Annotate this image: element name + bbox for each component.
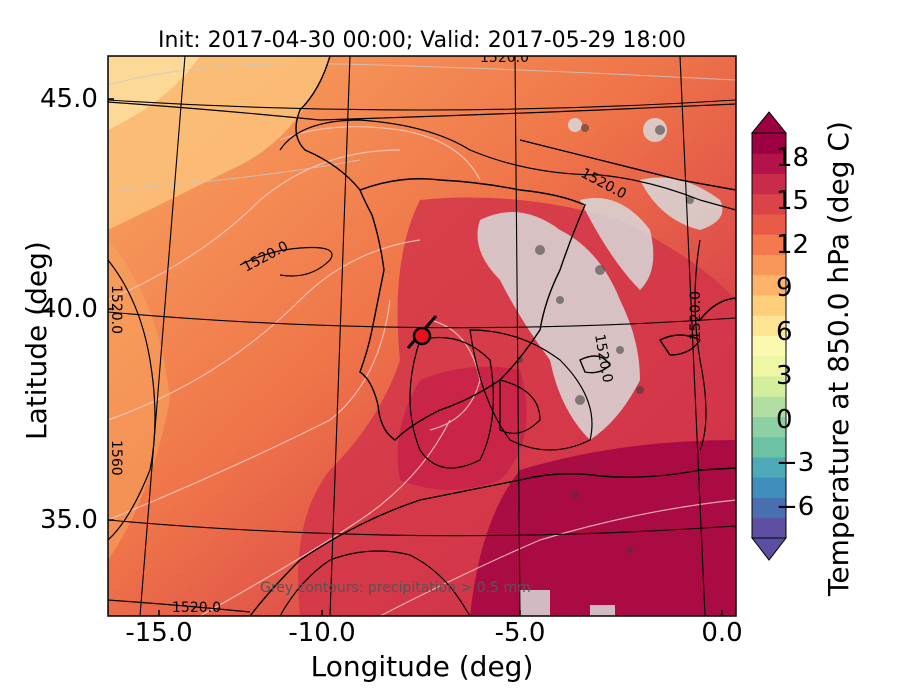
colorbar-tick-label: 0	[776, 405, 793, 435]
colorbar-tick-label: −3	[776, 448, 815, 478]
colorbar-band	[752, 173, 786, 195]
colorbar-band	[752, 497, 786, 519]
precip-annotation: Grey contours: precipitation > 0.5 mm	[260, 580, 531, 596]
y-tick-marks	[108, 98, 114, 521]
coolest-region	[108, 56, 200, 130]
colorbar-band	[752, 153, 786, 174]
temperature-contours	[108, 126, 736, 616]
colorbar-tick-label: 15	[776, 186, 810, 216]
contour-label-bottom: 1520.0	[172, 600, 221, 616]
colorbar-tick-label: 18	[776, 143, 810, 173]
warm-region-interior	[397, 366, 527, 490]
geopotential-contours-black	[108, 101, 736, 616]
x-tick-label: -5.0	[494, 618, 546, 648]
location-marker	[412, 326, 432, 346]
map-area: 1520.0 1520.0 1520.0 1520.0 1560 1520.0 …	[108, 50, 736, 616]
colorbar-band	[752, 436, 786, 458]
colorbar-tick-label: 12	[776, 230, 810, 260]
colorbar-band	[752, 133, 786, 154]
colorbar-band	[752, 517, 786, 539]
colorbar-band	[752, 234, 786, 255]
colorbar-band	[752, 214, 786, 235]
colorbar-band	[752, 193, 786, 215]
x-tick-label: -15.0	[125, 618, 193, 648]
y-tick-label: 40.0	[40, 294, 98, 324]
chart-title: Init: 2017-04-30 00:00; Valid: 2017-05-2…	[158, 28, 686, 53]
map-frame	[107, 55, 737, 617]
colorbar-band	[752, 477, 786, 498]
colorbar-band	[752, 274, 786, 296]
y-axis-label: Latitude (deg)	[20, 241, 53, 440]
colorbar	[750, 111, 788, 561]
contour-label-right: 1520.0	[688, 291, 704, 340]
contour-label-edge: 1520.0	[108, 285, 124, 334]
x-tick-marks	[158, 610, 723, 616]
colorbar-band	[752, 396, 786, 417]
colorbar-band	[752, 315, 786, 336]
hottest-region	[470, 440, 736, 616]
colorbar-tick-label: 6	[776, 317, 793, 347]
colorbar-band	[752, 254, 786, 276]
colorbar-band	[752, 295, 786, 316]
colorbar-tick-label: −6	[776, 492, 815, 522]
precipitation-dark-patches	[517, 124, 694, 553]
x-tick-label: 0.0	[701, 618, 743, 648]
colorbar-band	[752, 376, 786, 397]
marker-point	[406, 315, 438, 349]
colorbar-band	[752, 355, 786, 377]
colorbar-label: Temperature at 850.0 hPa (deg C)	[822, 121, 855, 596]
x-tick-label: -10.0	[288, 618, 356, 648]
y-tick-label: 35.0	[40, 505, 98, 535]
cool-region-nw	[108, 56, 330, 230]
cool-region-w	[108, 240, 170, 560]
contour-label-top: 1520.0	[480, 50, 529, 66]
colorbar-tick-label: 9	[776, 273, 793, 303]
colorbar-tick-label: 3	[776, 361, 793, 391]
x-axis-label: Longitude (deg)	[310, 650, 534, 683]
contour-label-edge-2: 1560	[108, 440, 124, 476]
colorbar-band	[752, 335, 786, 357]
y-tick-label: 45.0	[40, 84, 98, 114]
colorbar-band	[752, 457, 786, 478]
coastlines	[249, 56, 736, 616]
contour-labels: 1520.0 1520.0 1520.0 1520.0 1560 1520.0 …	[108, 50, 704, 616]
colorbar-band	[752, 416, 786, 438]
